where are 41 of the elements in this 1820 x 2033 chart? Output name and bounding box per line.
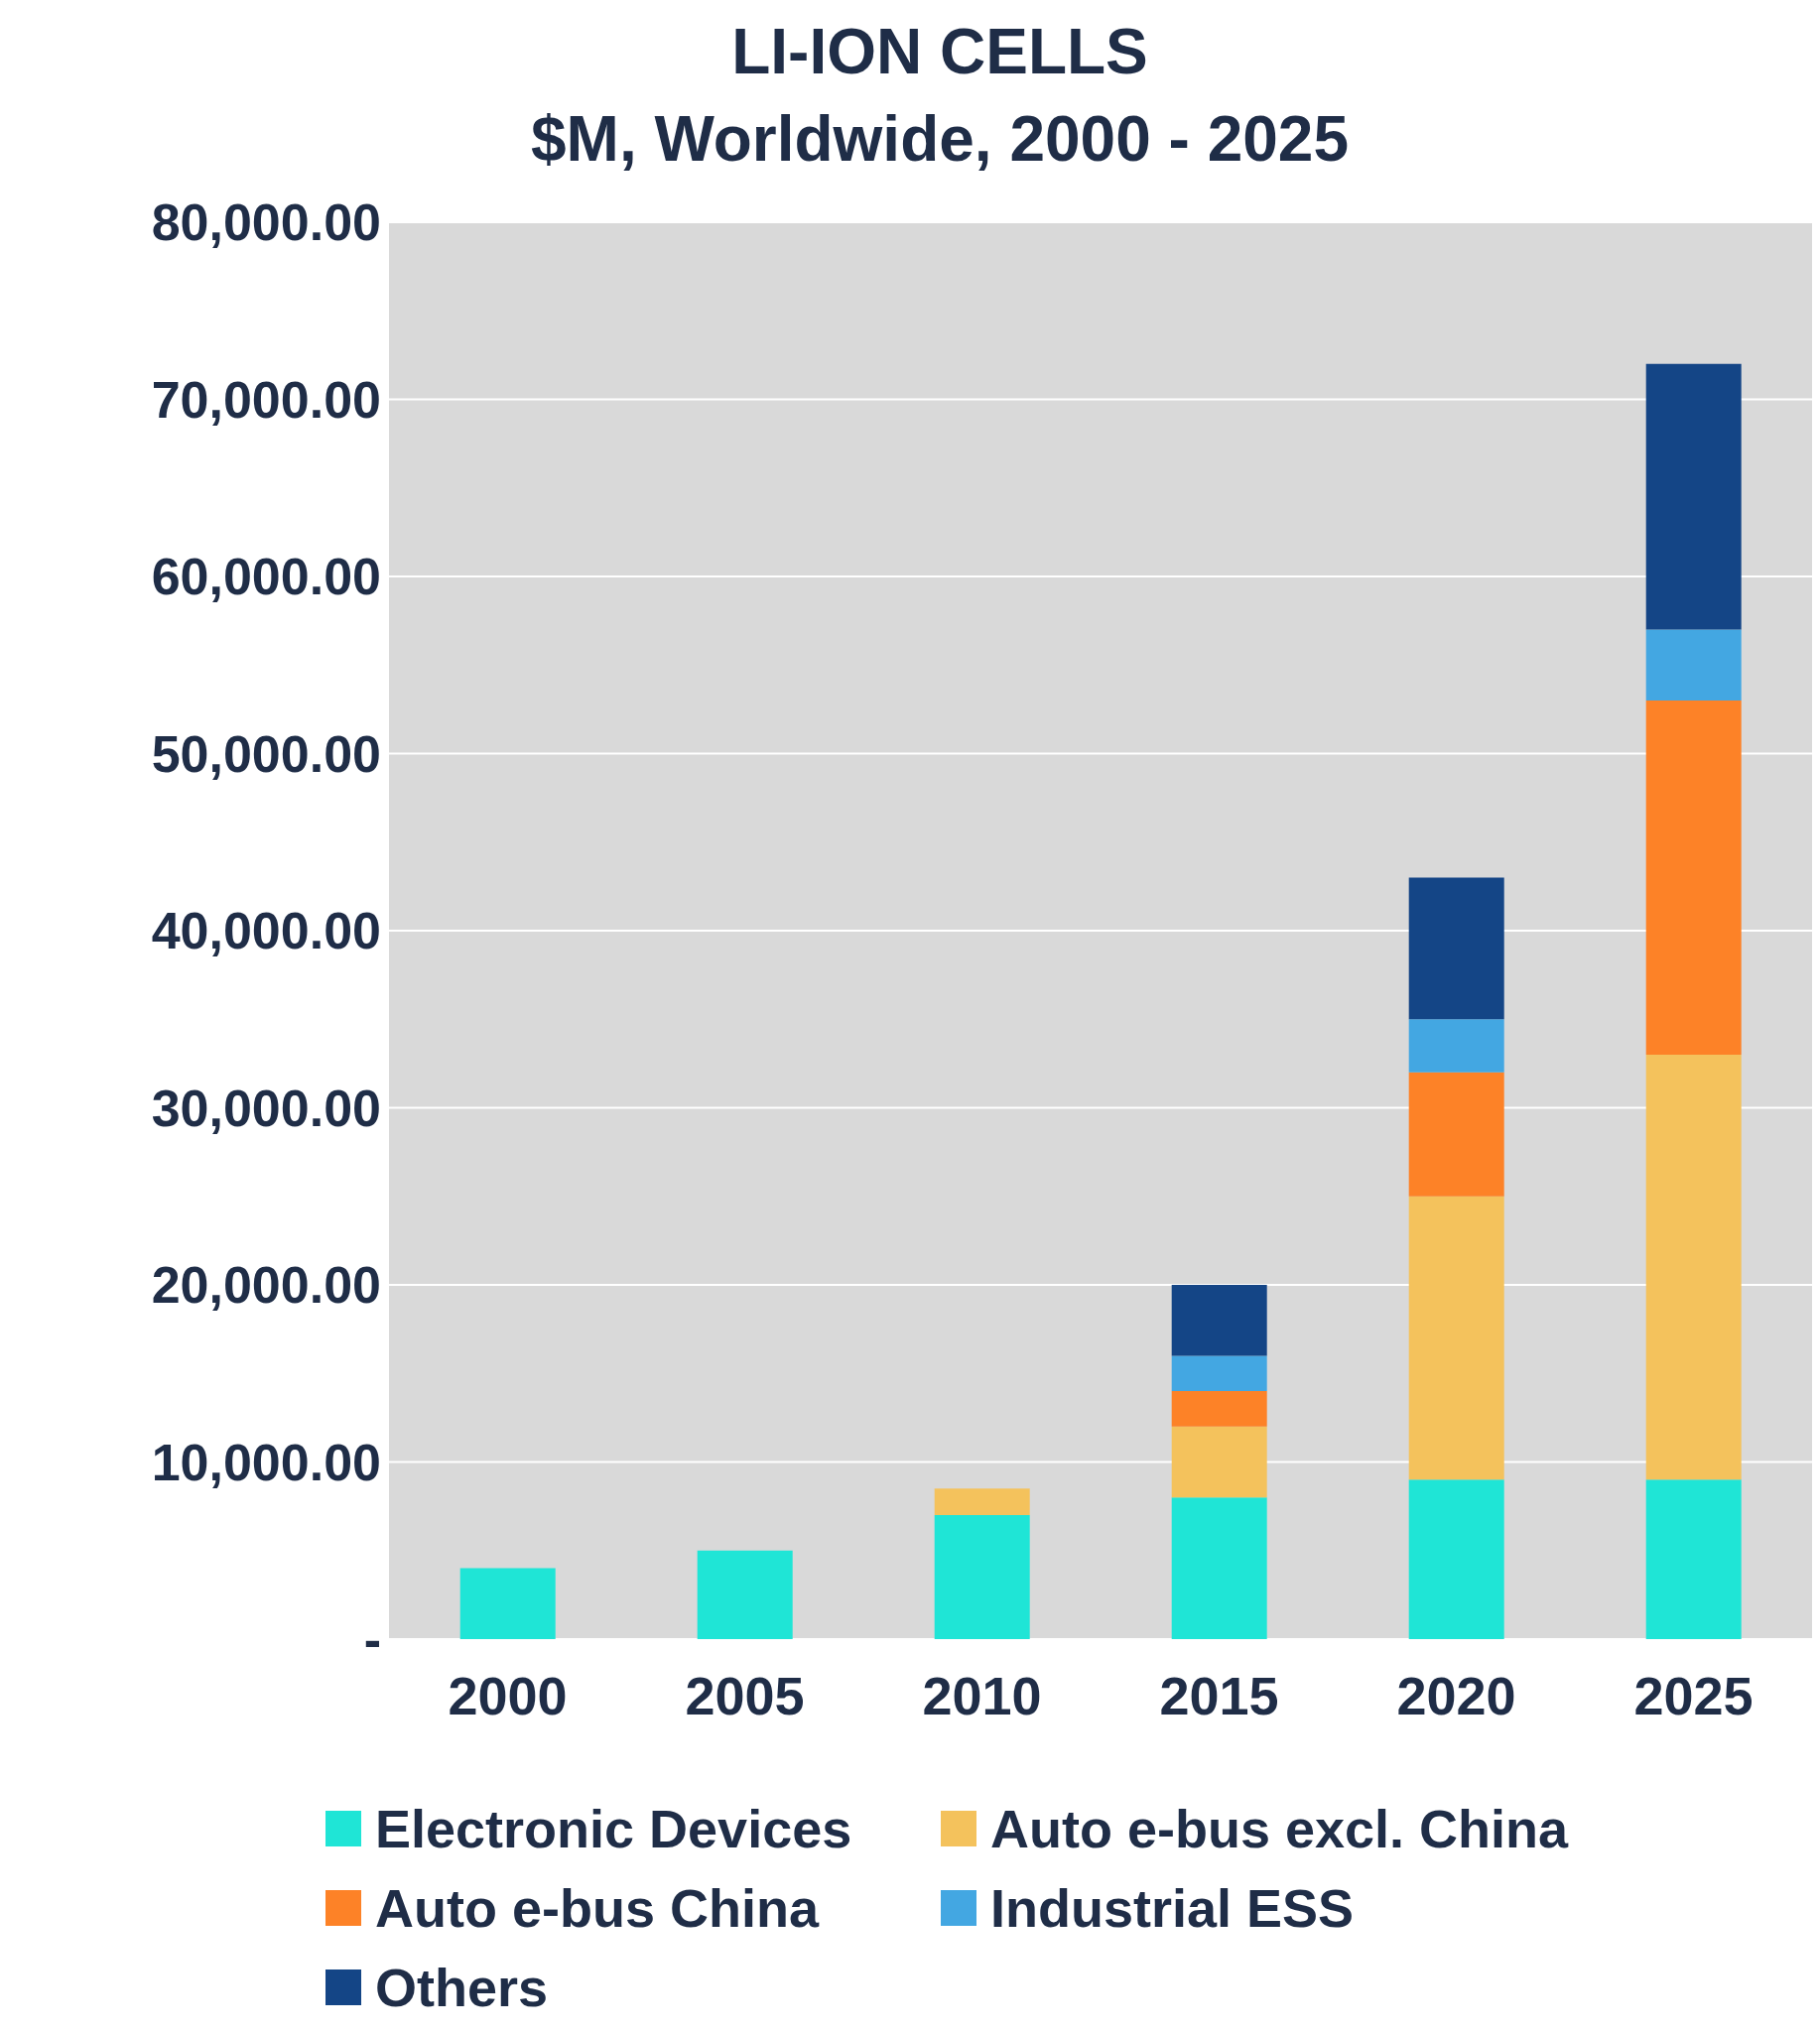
bar xyxy=(1171,1497,1267,1639)
legend-label: Auto e-bus China xyxy=(375,1877,819,1939)
x-tick-label: 2025 xyxy=(1633,1666,1754,1726)
bar xyxy=(1645,629,1742,700)
legend-label: Electronic Devices xyxy=(375,1798,852,1859)
y-tick-label: 50,000.00 xyxy=(151,724,381,783)
bar xyxy=(1645,1479,1742,1639)
bar xyxy=(1171,1355,1267,1392)
bar xyxy=(1408,1019,1504,1073)
y-tick-label: 70,000.00 xyxy=(151,370,381,429)
legend-label: Others xyxy=(375,1957,549,2018)
y-tick-label: 20,000.00 xyxy=(151,1256,381,1315)
bar xyxy=(1171,1391,1267,1427)
y-tick-label: 80,000.00 xyxy=(151,193,381,252)
bar xyxy=(1171,1285,1267,1356)
bar xyxy=(1408,877,1504,1020)
y-tick-label: 60,000.00 xyxy=(151,548,381,606)
chart-title: LI-ION CELLS xyxy=(730,15,1149,89)
legend-label: Industrial ESS xyxy=(990,1877,1355,1939)
y-tick-label: - xyxy=(363,1610,381,1669)
x-tick-label: 2020 xyxy=(1396,1666,1516,1726)
x-tick-label: 2015 xyxy=(1159,1666,1279,1726)
bar xyxy=(934,1515,1030,1639)
legend-label: Auto e-bus excl. China xyxy=(990,1798,1569,1859)
bar xyxy=(1408,1479,1504,1639)
y-tick-label: 30,000.00 xyxy=(151,1079,381,1137)
y-tick-label: 40,000.00 xyxy=(151,902,381,960)
bar xyxy=(1408,1196,1504,1480)
bar xyxy=(697,1550,793,1639)
bar xyxy=(1408,1072,1504,1197)
bar xyxy=(1171,1426,1267,1498)
bar xyxy=(1645,699,1742,1055)
y-tick-label: 10,000.00 xyxy=(151,1433,381,1491)
x-tick-label: 2000 xyxy=(448,1666,568,1726)
chart-subtitle: $M, Worldwide, 2000 - 2025 xyxy=(530,102,1350,177)
x-tick-label: 2010 xyxy=(922,1666,1042,1726)
bar xyxy=(1645,363,1742,630)
bar xyxy=(1645,1054,1742,1480)
bar xyxy=(934,1488,1030,1516)
x-tick-label: 2005 xyxy=(685,1666,805,1726)
bar xyxy=(459,1568,556,1639)
